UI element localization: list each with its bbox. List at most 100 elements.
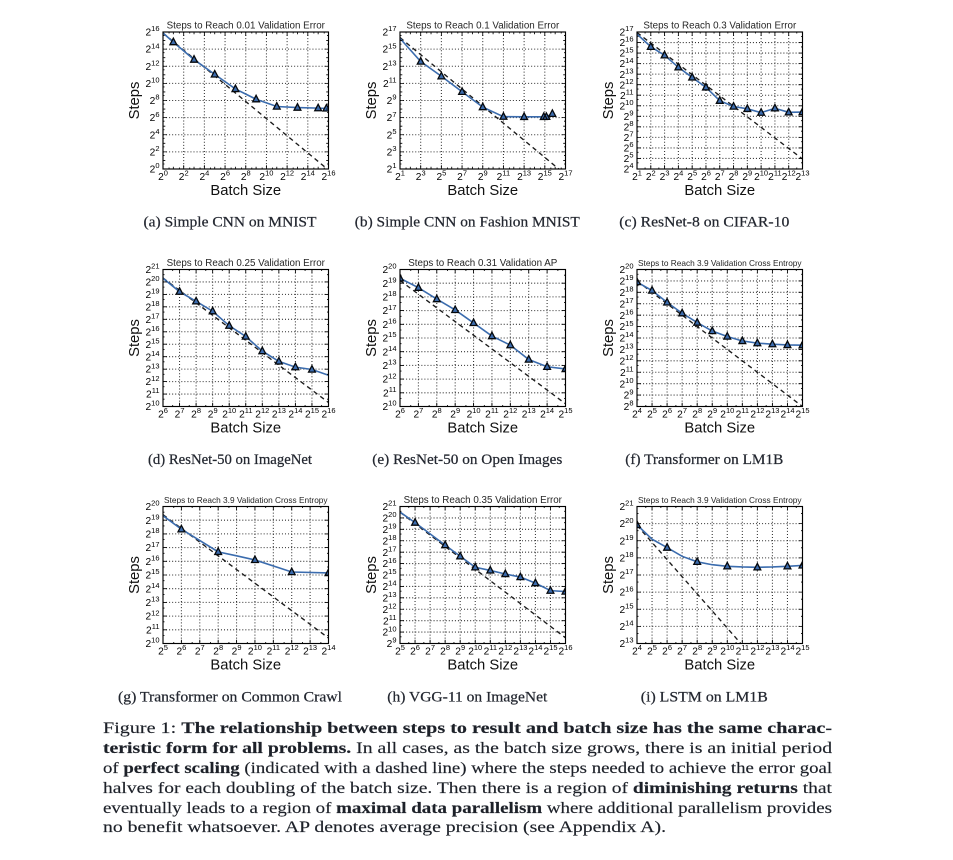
svg-text:213: 213 <box>619 342 633 356</box>
svg-text:218: 218 <box>382 533 396 547</box>
svg-text:210: 210 <box>468 643 482 657</box>
svg-text:212: 212 <box>145 608 159 622</box>
svg-text:214: 214 <box>619 330 633 344</box>
svg-text:26: 26 <box>662 406 672 420</box>
svg-text:23: 23 <box>660 169 670 183</box>
svg-text:220: 220 <box>382 262 396 276</box>
svg-text:27: 27 <box>715 169 725 183</box>
svg-text:216: 216 <box>619 307 633 321</box>
svg-text:211: 211 <box>484 643 497 657</box>
svg-text:216: 216 <box>558 643 572 657</box>
svg-text:216: 216 <box>382 317 396 331</box>
svg-text:23: 23 <box>387 144 397 158</box>
svg-text:213: 213 <box>619 66 633 80</box>
svg-text:Batch Size: Batch Size <box>447 658 518 674</box>
svg-text:217: 217 <box>558 169 572 183</box>
svg-text:25: 25 <box>395 643 405 657</box>
svg-text:20: 20 <box>158 169 168 183</box>
svg-text:211: 211 <box>620 87 633 101</box>
svg-text:215: 215 <box>558 406 572 420</box>
svg-text:Steps: Steps <box>364 319 380 357</box>
svg-text:214: 214 <box>145 349 159 363</box>
svg-text:213: 213 <box>382 358 396 372</box>
svg-text:Batch Size: Batch Size <box>210 421 281 437</box>
svg-text:Batch Size: Batch Size <box>210 183 281 199</box>
svg-text:29: 29 <box>208 406 218 420</box>
svg-text:217: 217 <box>382 303 396 317</box>
svg-text:215: 215 <box>382 41 396 55</box>
svg-text:Steps: Steps <box>601 82 617 120</box>
svg-text:210: 210 <box>382 624 396 638</box>
svg-text:212: 212 <box>503 406 517 420</box>
svg-text:212: 212 <box>619 77 633 91</box>
svg-text:218: 218 <box>619 285 633 299</box>
svg-text:27: 27 <box>195 643 205 657</box>
svg-text:213: 213 <box>145 595 159 609</box>
svg-text:213: 213 <box>522 406 536 420</box>
svg-text:29: 29 <box>742 169 752 183</box>
svg-text:21: 21 <box>395 169 405 183</box>
svg-text:Steps: Steps <box>127 319 143 357</box>
svg-text:213: 213 <box>303 643 317 657</box>
svg-text:216: 216 <box>619 584 633 598</box>
svg-text:215: 215 <box>145 567 159 581</box>
svg-text:Steps to Reach 0.35 Validation: Steps to Reach 0.35 Validation Error <box>404 495 563 506</box>
svg-text:210: 210 <box>248 643 262 657</box>
svg-text:211: 211 <box>620 365 633 379</box>
svg-text:211: 211 <box>497 169 510 183</box>
svg-text:210: 210 <box>145 636 159 650</box>
svg-text:215: 215 <box>382 330 396 344</box>
svg-text:212: 212 <box>280 169 294 183</box>
svg-text:210: 210 <box>145 399 159 413</box>
svg-text:216: 216 <box>321 406 335 420</box>
svg-text:28: 28 <box>150 93 160 107</box>
svg-text:27: 27 <box>624 130 634 144</box>
svg-text:24: 24 <box>632 406 642 420</box>
svg-text:210: 210 <box>619 98 633 112</box>
svg-text:26: 26 <box>176 643 186 657</box>
svg-text:29: 29 <box>707 643 717 657</box>
svg-text:215: 215 <box>305 406 319 420</box>
svg-text:Batch Size: Batch Size <box>447 421 518 437</box>
svg-text:24: 24 <box>624 161 634 175</box>
svg-text:213: 213 <box>145 361 159 375</box>
svg-text:26: 26 <box>158 406 168 420</box>
svg-text:215: 215 <box>795 406 809 420</box>
svg-text:28: 28 <box>624 399 634 413</box>
svg-text:28: 28 <box>241 169 251 183</box>
svg-text:27: 27 <box>677 643 687 657</box>
svg-text:211: 211 <box>768 169 781 183</box>
svg-text:210: 210 <box>145 76 159 90</box>
svg-text:29: 29 <box>707 406 717 420</box>
svg-text:220: 220 <box>619 516 633 530</box>
svg-text:211: 211 <box>383 613 396 627</box>
svg-text:217: 217 <box>382 24 396 38</box>
svg-text:Steps to Reach 0.3 Validation: Steps to Reach 0.3 Validation Error <box>643 21 797 32</box>
svg-text:212: 212 <box>145 58 159 72</box>
svg-text:Steps to Reach 3.9 Validation: Steps to Reach 3.9 Validation Cross Entr… <box>164 495 328 505</box>
svg-text:217: 217 <box>619 567 633 581</box>
svg-text:Steps to Reach 0.1 Validation: Steps to Reach 0.1 Validation Error <box>406 21 560 32</box>
svg-text:214: 214 <box>780 643 794 657</box>
svg-text:214: 214 <box>321 643 335 657</box>
svg-text:25: 25 <box>687 169 697 183</box>
svg-text:212: 212 <box>750 406 764 420</box>
svg-text:(e) ResNet-50 on Open Images: (e) ResNet-50 on Open Images <box>372 452 562 468</box>
svg-text:219: 219 <box>619 533 633 547</box>
svg-text:211: 211 <box>736 643 749 657</box>
svg-text:29: 29 <box>387 93 397 107</box>
svg-text:Batch Size: Batch Size <box>210 658 281 674</box>
svg-text:25: 25 <box>647 406 657 420</box>
svg-text:(g) Transformer on Common Craw: (g) Transformer on Common Crawl <box>118 689 342 705</box>
svg-text:212: 212 <box>255 406 269 420</box>
svg-text:212: 212 <box>285 643 299 657</box>
svg-text:Steps to Reach 0.01 Validation: Steps to Reach 0.01 Validation Error <box>167 21 326 32</box>
svg-text:210: 210 <box>720 643 734 657</box>
svg-text:Steps to Reach 0.31 Validation: Steps to Reach 0.31 Validation AP <box>408 258 558 269</box>
svg-text:Steps: Steps <box>364 556 380 594</box>
svg-text:210: 210 <box>754 169 768 183</box>
svg-text:219: 219 <box>619 273 633 287</box>
svg-text:210: 210 <box>467 406 481 420</box>
svg-text:25: 25 <box>387 127 397 141</box>
svg-text:210: 210 <box>259 169 273 183</box>
